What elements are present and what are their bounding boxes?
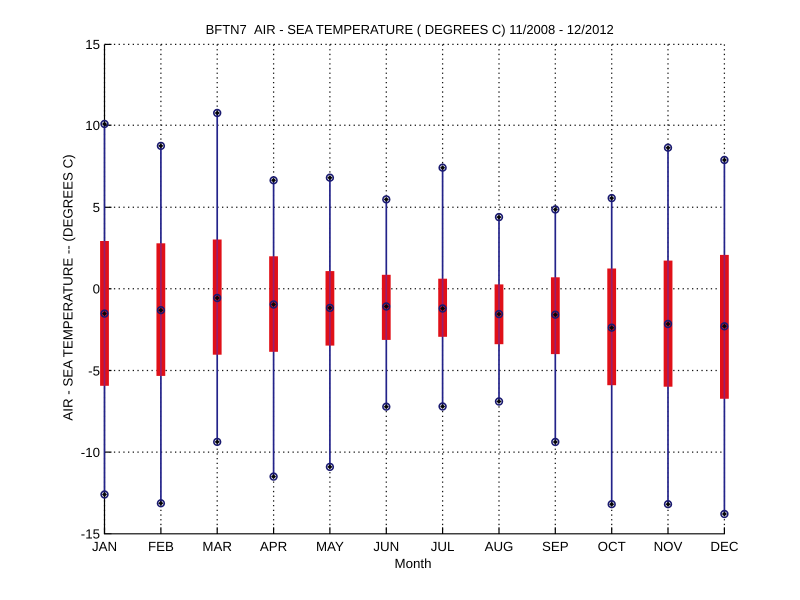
svg-text:APR: APR	[260, 539, 287, 554]
svg-text:NOV: NOV	[654, 539, 683, 554]
svg-text:-15: -15	[81, 527, 100, 542]
svg-text:OCT: OCT	[598, 539, 626, 554]
svg-text:Month: Month	[395, 556, 432, 571]
svg-text:AUG: AUG	[485, 539, 514, 554]
svg-text:AIR - SEA TEMPERATURE -- (DEGR: AIR - SEA TEMPERATURE -- (DEGREES C)	[61, 154, 76, 420]
svg-text:JUN: JUN	[373, 539, 399, 554]
svg-text:SEP: SEP	[542, 539, 569, 554]
svg-text:15: 15	[85, 37, 100, 52]
svg-text:FEB: FEB	[148, 539, 174, 554]
svg-text:-5: -5	[88, 363, 100, 378]
svg-text:5: 5	[93, 200, 100, 215]
svg-text:JAN: JAN	[92, 539, 117, 554]
svg-text:-10: -10	[81, 445, 100, 460]
svg-text:BFTN7 AIR - SEA TEMPERATURE (: BFTN7 AIR - SEA TEMPERATURE ( DEGREES C)…	[206, 22, 614, 37]
svg-text:10: 10	[85, 118, 100, 133]
svg-text:MAY: MAY	[316, 539, 344, 554]
svg-text:DEC: DEC	[710, 539, 738, 554]
svg-text:MAR: MAR	[202, 539, 232, 554]
svg-text:0: 0	[93, 282, 100, 297]
svg-text:JUL: JUL	[431, 539, 455, 554]
